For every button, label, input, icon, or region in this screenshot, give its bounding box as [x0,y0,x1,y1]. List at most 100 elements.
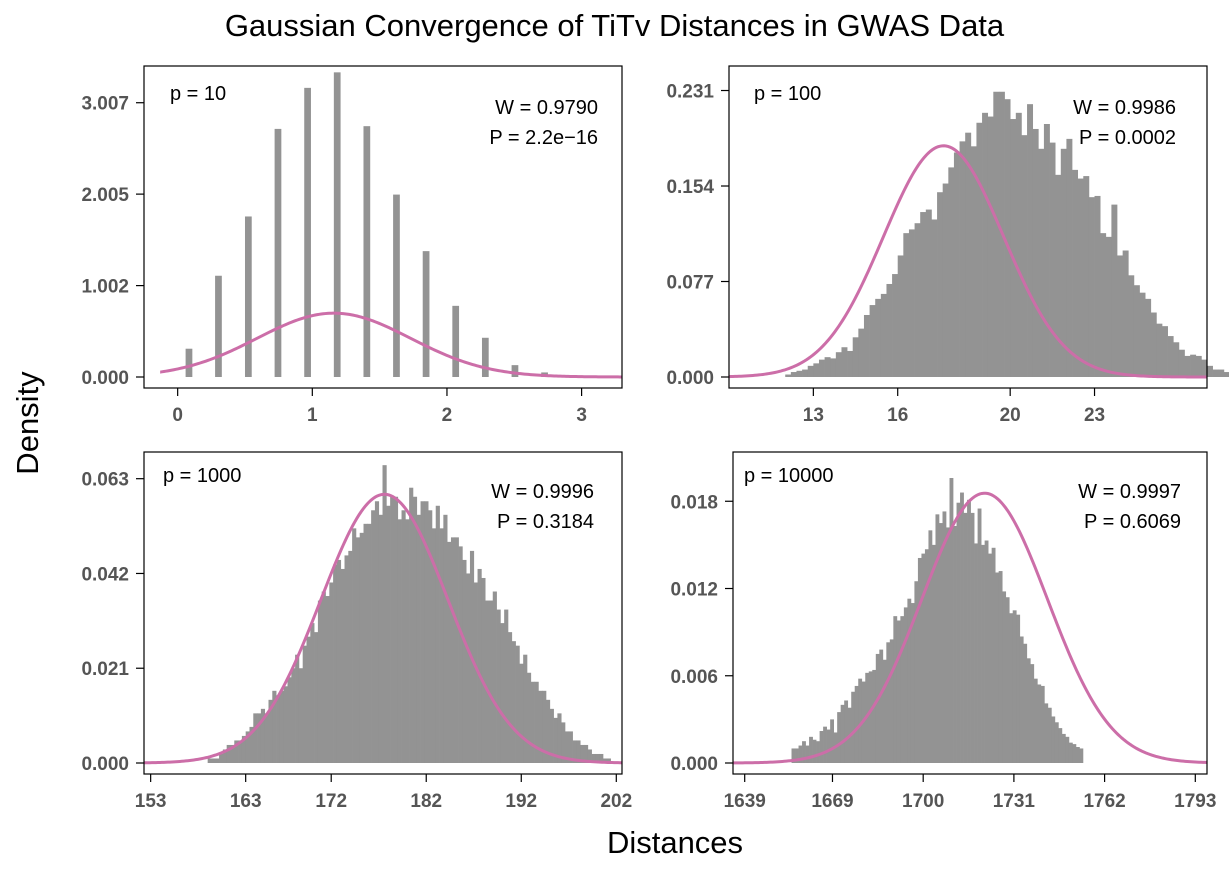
histogram-bar [222,749,228,763]
histogram-bar [561,722,566,763]
histogram-bar [572,740,577,763]
histogram-bar [534,681,539,763]
histogram-bar [1094,195,1101,377]
histogram-bar [948,167,955,377]
histogram-bar [892,274,899,377]
histogram-bar [431,528,437,763]
histogram-bar [523,654,528,763]
histogram-bar [244,216,252,377]
histogram-bar [511,365,519,377]
histogram-bar [412,496,418,763]
histogram-bar [1201,359,1208,377]
histogram-bar [481,577,486,763]
histogram-bar [991,547,996,763]
y-tick-label: 0.000 [81,754,129,775]
histogram-bar [1083,176,1090,377]
histogram-bar [1133,285,1140,377]
histogram-bar [1054,722,1059,763]
histogram-bar [317,600,323,763]
p-value: P = 0.0002 [1079,127,1176,149]
histogram-bar [977,508,982,763]
histogram-bar [333,72,341,377]
histogram-bar [481,337,489,377]
histogram-bar [325,596,330,763]
histogram-bar [1088,197,1095,377]
histogram-bar [344,555,349,763]
histogram-bar [807,365,814,377]
histogram-bar [443,514,448,763]
x-tick-label: 3 [576,405,587,426]
histogram-bar [942,511,947,763]
histogram-bar [504,609,509,763]
histogram-bar [386,505,391,763]
histogram-bar [924,549,929,763]
panel-1: 0.000 1.002 2.005 3.007 0 1 2 3 p = 10 W = 0.9790… [81,65,623,426]
histogram-bar [215,758,220,763]
histogram-bar [1061,733,1066,763]
histogram-bar [959,141,966,377]
x-axis: 0 1 2 3 [172,388,587,426]
x-tick-label: 1793 [1174,791,1216,812]
histogram-bar [390,496,395,763]
histogram-bar [1128,275,1135,377]
histogram-bar [841,347,848,377]
x-tick-label: 1762 [1083,791,1125,812]
histogram-bar [1002,591,1007,763]
histogram-bar [298,668,304,763]
histogram-bar [1033,678,1038,763]
histogram-bar [450,537,456,763]
histogram-bar [382,465,387,763]
histogram-bar [785,374,792,377]
x-tick-label: 1669 [811,791,853,812]
histogram-bar [234,740,239,763]
histogram-bar [960,492,964,763]
panel-2: 0.000 0.077 0.154 0.231 13 16 20 23 p = 100 W = 0… [666,65,1229,426]
histogram-bar [393,496,399,763]
histogram-bar [974,543,978,763]
histogram-bar [428,510,433,763]
histogram-bar [844,700,849,763]
histogram-bar [819,731,824,763]
histogram-bar [826,729,831,763]
histogram-bar [790,372,797,377]
histogram-bar [249,726,254,763]
histogram-bar [1049,142,1056,377]
histogram-bar [1139,292,1146,377]
histogram-bar [401,510,406,763]
histogram-bar [809,736,813,763]
histogram-bar [545,699,551,763]
histogram-bar [1105,236,1112,377]
histogram-bar [1030,664,1035,763]
histogram-bar [965,132,972,377]
x-tick-label: 202 [600,791,632,812]
histogram-bar [241,735,247,763]
histogram-bar [1190,354,1197,377]
histogram-bar [185,348,193,377]
histogram-bar [219,753,224,763]
histogram-bar [852,337,859,377]
histogram-bar [591,753,596,763]
y-tick-label: 0.154 [666,177,714,198]
panel-frame [732,451,1208,775]
x-tick-label: 172 [315,791,347,812]
y-tick-label: 0.063 [81,470,129,491]
histogram-bar [602,758,608,763]
histogram-bar [454,537,459,763]
histogram-bar [956,502,961,763]
y-tick-label: 0.000 [666,368,714,389]
histogram-bar [1043,124,1050,377]
histogram-bar [1077,178,1084,377]
histogram-bar [925,209,932,377]
histogram-bar [1019,636,1024,763]
histogram-bar [1060,148,1067,377]
histogram-bar [953,152,960,377]
y-tick-label: 2.005 [81,185,129,206]
histogram-bar [359,532,364,763]
histogram-bar [500,623,505,763]
histogram-bar [477,568,482,763]
histogram-bar [854,685,859,763]
histogram-bar [268,699,273,763]
histogram-bar [798,745,803,763]
histogram-bar [1122,250,1129,377]
histogram-bar [987,116,994,377]
